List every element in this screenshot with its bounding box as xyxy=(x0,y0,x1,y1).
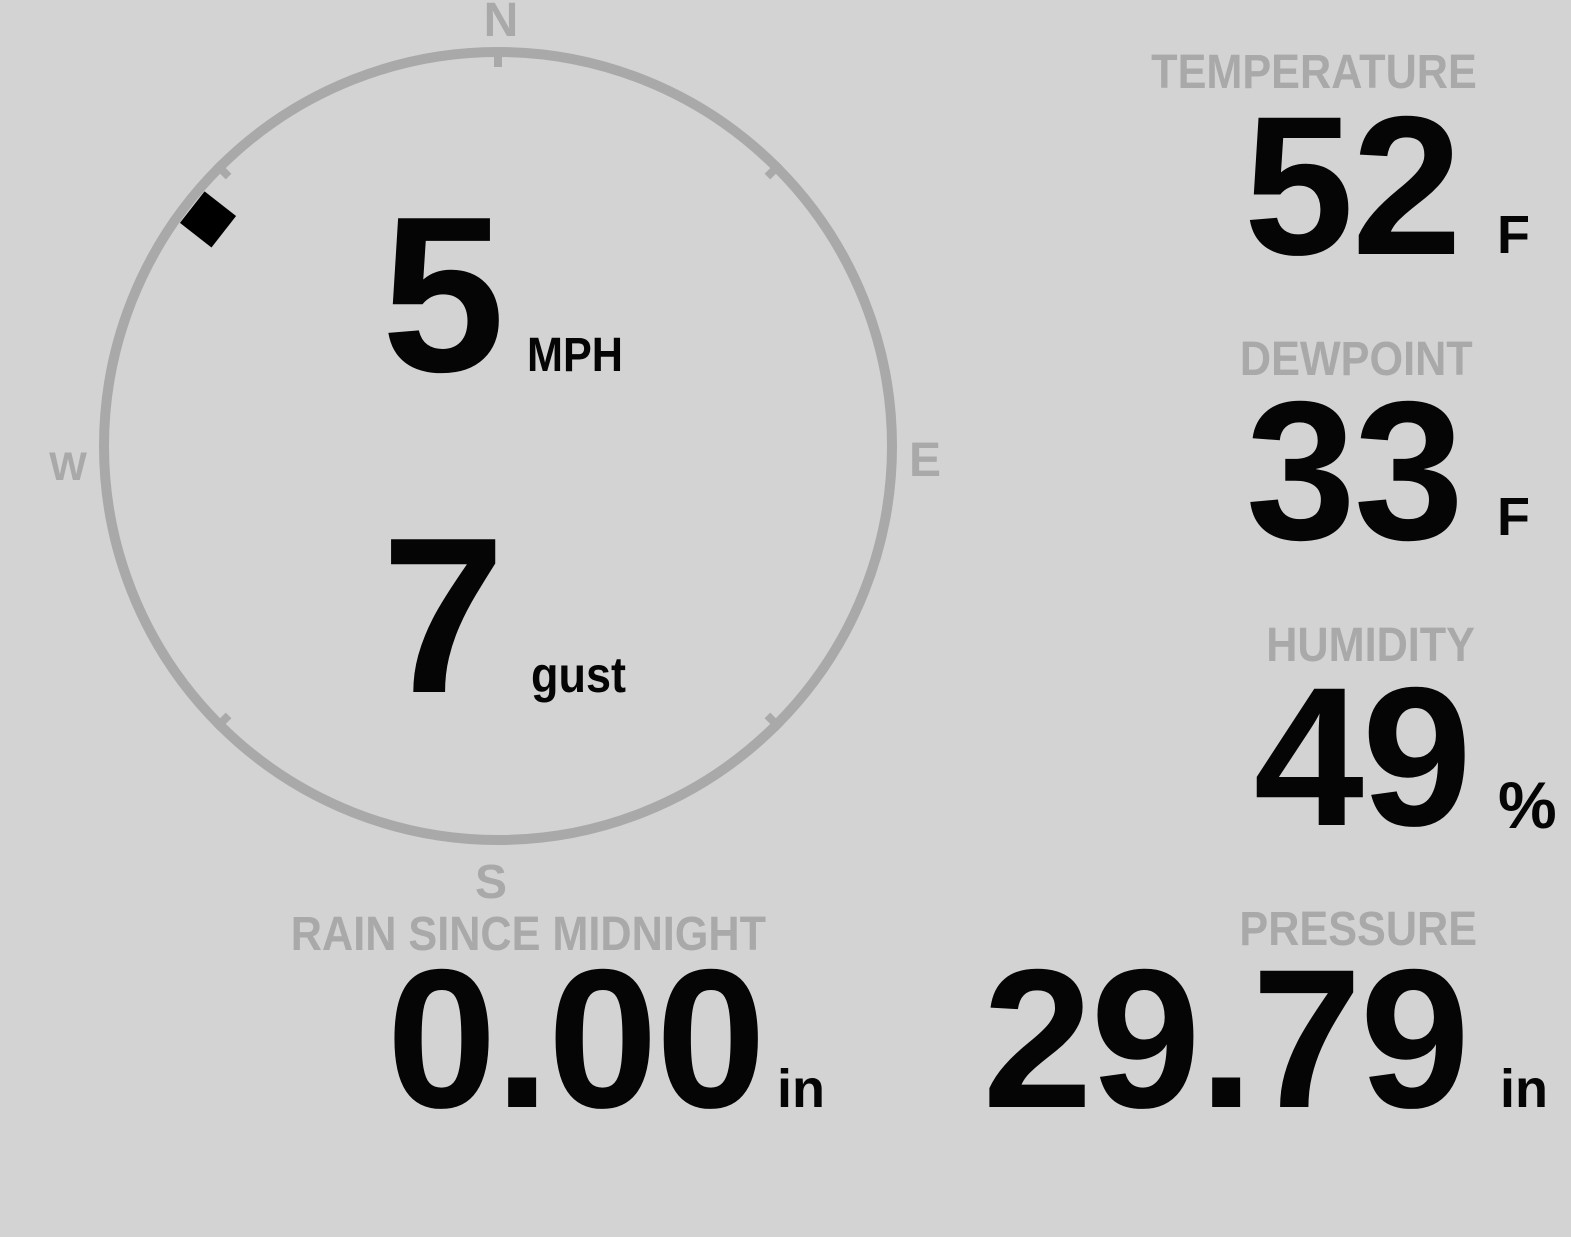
compass-tick-sw xyxy=(213,712,232,731)
rain-unit: in xyxy=(777,1059,825,1119)
rain-label: RAIN SINCE MIDNIGHT xyxy=(290,908,766,961)
temperature-value: 52 xyxy=(1243,75,1462,296)
wind-gust-value: 7 xyxy=(381,492,505,740)
compass-tick-se xyxy=(764,712,783,731)
rain-value: 0.00 xyxy=(386,928,766,1149)
humidity-label: HUMIDITY xyxy=(1266,619,1475,672)
dewpoint-unit: F xyxy=(1497,487,1530,547)
humidity-unit: % xyxy=(1498,768,1557,842)
wind-speed-row: 5 MPH xyxy=(373,184,634,406)
compass-label-south: S xyxy=(474,856,507,909)
dewpoint-label: DEWPOINT xyxy=(1240,333,1473,386)
wind-gust-row: 7 gust xyxy=(373,505,637,727)
compass-gauge xyxy=(99,47,897,845)
compass-label-east: E xyxy=(908,434,941,487)
compass-tick-nw xyxy=(213,161,232,180)
wind-speed-unit: MPH xyxy=(527,329,624,382)
pressure-value: 29.79 xyxy=(982,928,1470,1149)
temperature-label: TEMPERATURE xyxy=(1151,46,1477,99)
compass-tick-ne xyxy=(764,161,783,180)
wind-gust-unit: gust xyxy=(531,647,626,703)
wind-speed-value: 5 xyxy=(381,171,505,419)
pressure-label: PRESSURE xyxy=(1239,903,1477,956)
dewpoint-value: 33 xyxy=(1245,360,1464,581)
wind-direction-marker xyxy=(179,191,237,248)
humidity-value: 49 xyxy=(1253,646,1472,867)
compass-label-west: W xyxy=(49,445,87,489)
compass-label-north: N xyxy=(483,0,519,47)
compass-ticks xyxy=(213,49,783,731)
pressure-unit: in xyxy=(1500,1059,1548,1119)
temperature-unit: F xyxy=(1497,205,1530,265)
